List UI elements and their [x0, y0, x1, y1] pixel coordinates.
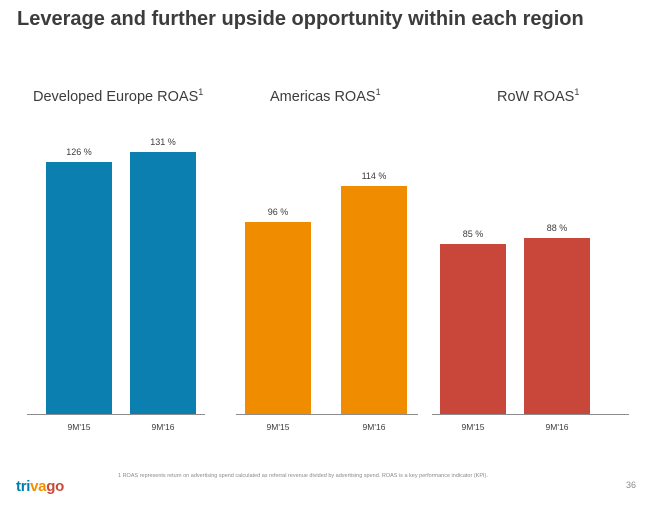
- x-tick-label: 9M'16: [546, 422, 569, 432]
- footnote-marker: 1: [375, 87, 381, 97]
- x-tick-label: 9M'15: [68, 422, 91, 432]
- bar-value-label: 85 %: [463, 229, 484, 239]
- x-tick-label: 9M'16: [152, 422, 175, 432]
- x-tick-label: 9M'15: [462, 422, 485, 432]
- slide-title: Leverage and further upside opportunity …: [17, 8, 584, 30]
- page-number: 36: [625, 480, 636, 490]
- bar: [245, 222, 311, 414]
- bar-value-label: 131 %: [150, 137, 176, 147]
- bar: [440, 244, 506, 414]
- panel-title-americas: Americas ROAS1: [270, 87, 381, 105]
- logo-part: tri: [16, 478, 31, 495]
- bar-value-label: 88 %: [547, 223, 568, 233]
- footnote-marker: 1: [198, 87, 204, 97]
- panel-title-text: Developed Europe ROAS: [33, 88, 199, 105]
- panel-title-row: RoW ROAS1: [497, 87, 579, 105]
- footnote-marker: 1: [574, 87, 580, 97]
- panel-title-text: Americas ROAS: [270, 88, 376, 105]
- bar: [341, 186, 407, 414]
- logo-part: go: [46, 478, 64, 495]
- bar: [524, 238, 590, 414]
- logo-part: va: [30, 478, 47, 495]
- panel-title-text: RoW ROAS: [497, 88, 575, 105]
- x-tick-label: 9M'15: [267, 422, 290, 432]
- panel-title-developed-europe: Developed Europe ROAS1: [33, 87, 203, 105]
- bar-value-label: 126 %: [66, 147, 92, 157]
- bar: [46, 162, 112, 414]
- x-tick-label: 9M'16: [363, 422, 386, 432]
- bar-value-label: 96 %: [268, 207, 289, 217]
- bar-value-label: 114 %: [362, 171, 387, 181]
- bar: [130, 152, 196, 414]
- trivago-logo: trivago: [16, 478, 64, 495]
- footnote: 1 ROAS represents return on advertising …: [118, 473, 488, 479]
